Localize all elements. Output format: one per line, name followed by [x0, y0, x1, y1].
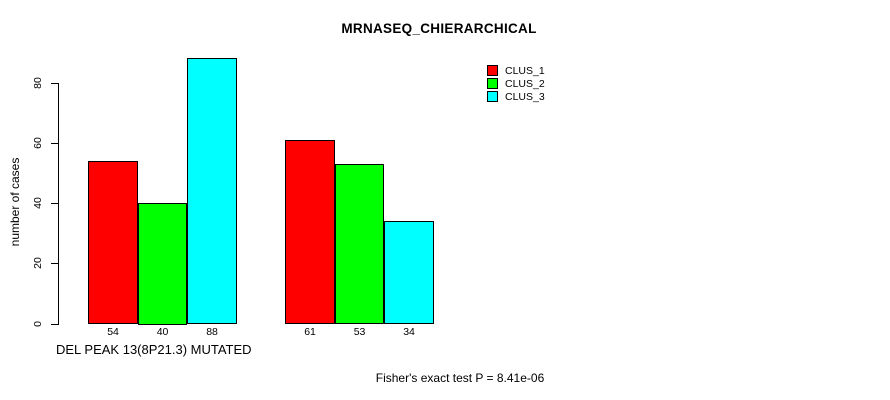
x-axis-label: DEL PEAK 13(8P21.3) MUTATED [56, 342, 252, 357]
bar-value-label: 34 [403, 326, 415, 338]
y-tick-mark [50, 323, 58, 325]
y-tick-mark [50, 82, 58, 84]
bar-clus_2-group2 [334, 163, 385, 325]
bar-clus_3-group1 [187, 58, 237, 325]
bar-clus_3-group2 [384, 221, 434, 325]
y-axis-line [57, 82, 59, 325]
bar-clus_1-group1 [88, 160, 138, 325]
legend-item-clus_1: CLUS_1 [487, 64, 545, 77]
y-tick-mark [50, 263, 58, 265]
bar-value-label: 54 [107, 326, 119, 338]
bar-clus_2-group1 [137, 203, 188, 325]
fisher-test-annotation: Fisher's exact test P = 8.41e-06 [375, 371, 545, 385]
y-tick-mark [50, 142, 58, 144]
legend-swatch-icon [487, 78, 498, 89]
bar-value-label: 53 [353, 326, 366, 338]
bar-value-label: 88 [206, 326, 218, 338]
legend-label: CLUS_2 [505, 77, 545, 90]
y-tick-label: 0 [32, 320, 44, 327]
y-tick-label: 40 [32, 197, 44, 209]
y-tick-mark [50, 203, 58, 204]
legend-label: CLUS_3 [505, 90, 545, 103]
y-tick-label: 80 [32, 76, 44, 89]
legend: CLUS_1 CLUS_2 CLUS_3 [487, 64, 545, 103]
legend-swatch-icon [487, 91, 498, 102]
chart-title: MRNASEQ_CHIERARCHICAL [341, 21, 537, 36]
legend-item-clus_2: CLUS_2 [487, 77, 545, 90]
y-tick-label: 60 [32, 136, 44, 149]
legend-label: CLUS_1 [505, 64, 545, 77]
bar-value-label: 40 [156, 326, 169, 338]
legend-item-clus_3: CLUS_3 [487, 90, 545, 103]
y-tick-label: 20 [32, 257, 44, 270]
bar-clus_1-group2 [285, 139, 335, 325]
legend-swatch-icon [487, 65, 498, 76]
bar-value-label: 61 [304, 326, 316, 338]
